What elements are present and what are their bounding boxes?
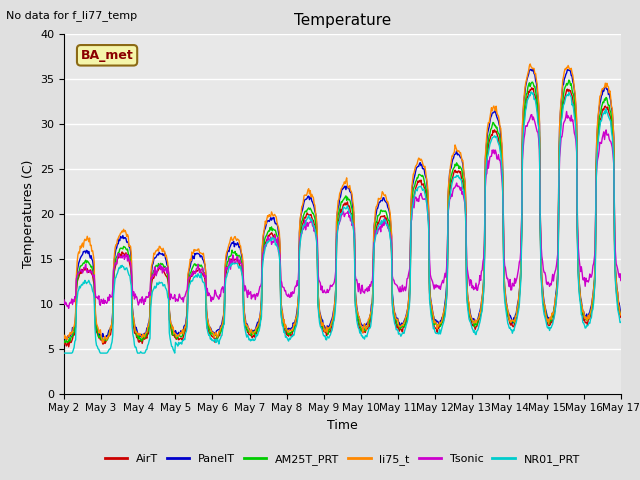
Title: Temperature: Temperature — [294, 13, 391, 28]
Text: BA_met: BA_met — [81, 49, 134, 62]
Y-axis label: Temperatures (C): Temperatures (C) — [22, 159, 35, 268]
X-axis label: Time: Time — [327, 419, 358, 432]
Legend: AirT, PanelT, AM25T_PRT, li75_t, Tsonic, NR01_PRT: AirT, PanelT, AM25T_PRT, li75_t, Tsonic,… — [100, 450, 584, 469]
Text: No data for f_li77_temp: No data for f_li77_temp — [6, 10, 138, 21]
